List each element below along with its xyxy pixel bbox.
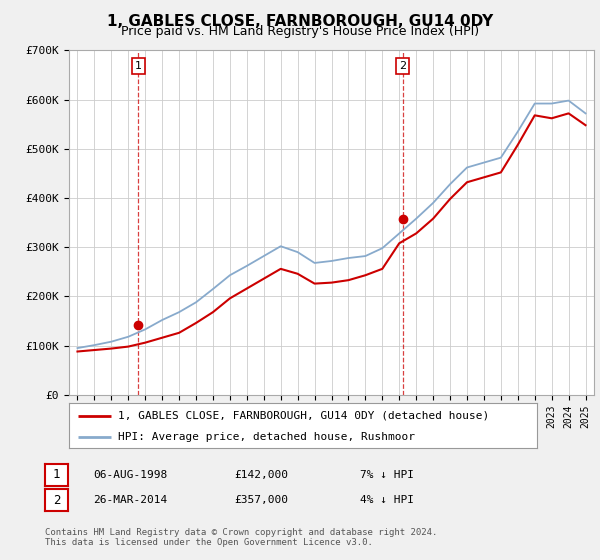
Text: 1: 1 (53, 468, 60, 482)
Text: 1, GABLES CLOSE, FARNBOROUGH, GU14 0DY: 1, GABLES CLOSE, FARNBOROUGH, GU14 0DY (107, 14, 493, 29)
Text: £357,000: £357,000 (234, 495, 288, 505)
Text: 1, GABLES CLOSE, FARNBOROUGH, GU14 0DY (detached house): 1, GABLES CLOSE, FARNBOROUGH, GU14 0DY (… (118, 410, 490, 421)
Text: 06-AUG-1998: 06-AUG-1998 (93, 470, 167, 480)
Text: Contains HM Land Registry data © Crown copyright and database right 2024.
This d: Contains HM Land Registry data © Crown c… (45, 528, 437, 547)
Text: £142,000: £142,000 (234, 470, 288, 480)
Text: HPI: Average price, detached house, Rushmoor: HPI: Average price, detached house, Rush… (118, 432, 415, 442)
Text: 2: 2 (399, 60, 406, 71)
Text: 7% ↓ HPI: 7% ↓ HPI (360, 470, 414, 480)
Text: Price paid vs. HM Land Registry's House Price Index (HPI): Price paid vs. HM Land Registry's House … (121, 25, 479, 38)
Text: 1: 1 (135, 60, 142, 71)
Text: 26-MAR-2014: 26-MAR-2014 (93, 495, 167, 505)
Text: 4% ↓ HPI: 4% ↓ HPI (360, 495, 414, 505)
Text: 2: 2 (53, 493, 60, 507)
